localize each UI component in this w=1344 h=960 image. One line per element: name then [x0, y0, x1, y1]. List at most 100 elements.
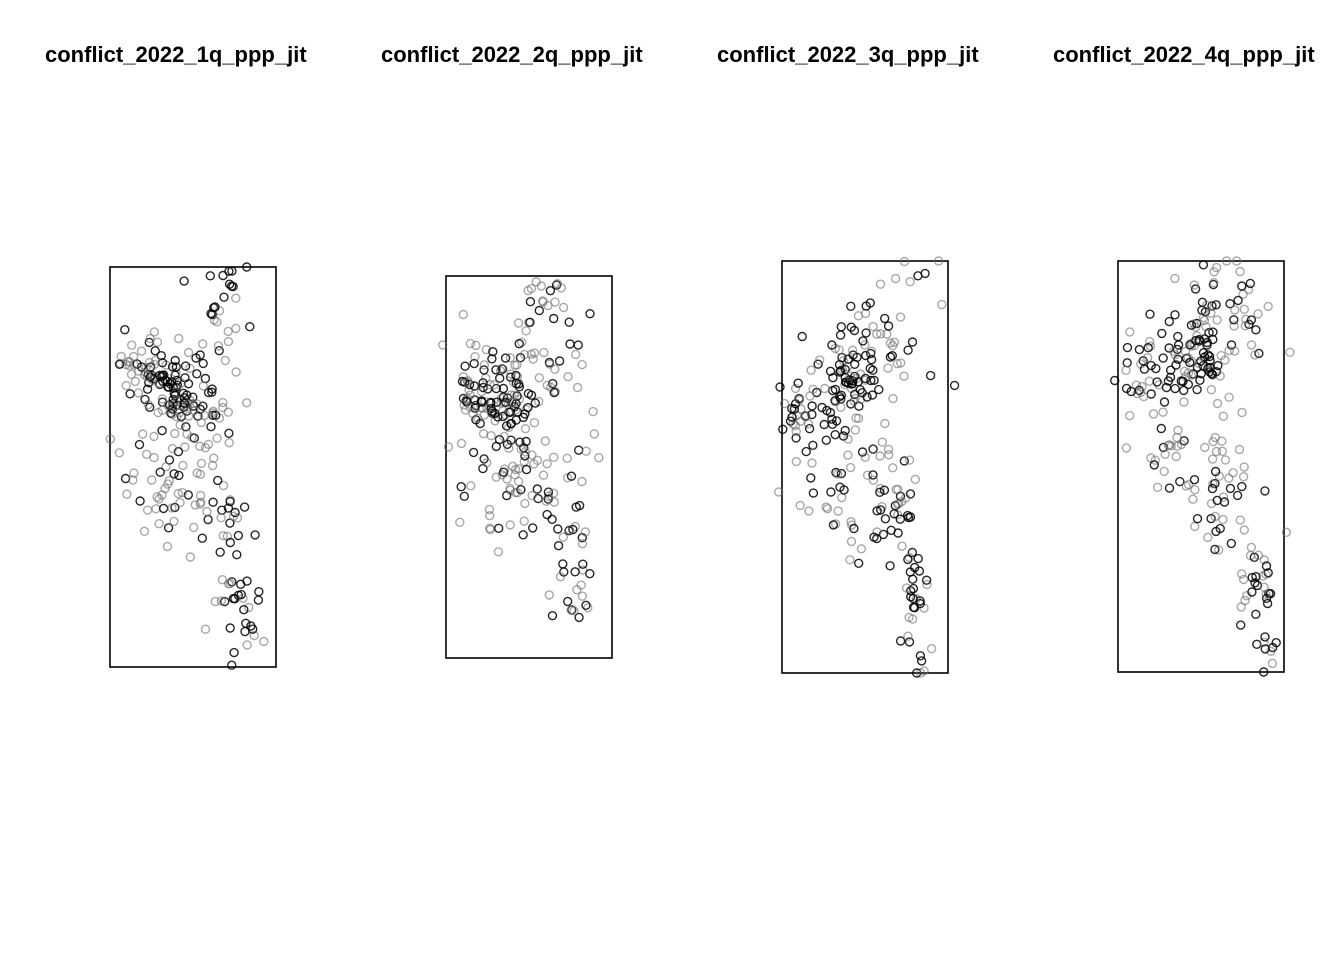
event-point — [235, 579, 246, 589]
event-point — [1209, 267, 1219, 277]
event-point — [922, 579, 932, 590]
event-point — [1173, 425, 1183, 435]
event-point — [558, 559, 568, 569]
event-point — [1171, 360, 1181, 370]
event-point — [919, 666, 929, 676]
event-point — [514, 339, 524, 349]
event-point — [820, 383, 830, 394]
event-point — [141, 449, 152, 459]
event-point — [505, 372, 516, 382]
event-point — [856, 544, 867, 554]
event-point — [1260, 644, 1270, 654]
event-point — [577, 359, 587, 370]
event-point — [884, 450, 894, 460]
event-point — [565, 339, 575, 349]
event-point — [183, 347, 194, 358]
event-point — [594, 453, 604, 463]
event-point — [526, 283, 537, 294]
event-point — [879, 485, 890, 495]
event-point — [486, 431, 496, 441]
event-point — [151, 504, 161, 514]
event-point — [1201, 300, 1212, 310]
event-point — [1176, 376, 1187, 386]
event-point — [1188, 494, 1198, 504]
event-point — [218, 402, 228, 413]
event-point — [458, 309, 468, 320]
event-point — [1165, 365, 1176, 375]
event-point — [895, 636, 906, 646]
event-point — [1225, 483, 1236, 494]
event-point — [1168, 346, 1179, 356]
event-point — [178, 460, 188, 471]
event-point — [173, 333, 184, 344]
event-point — [845, 371, 855, 381]
event-point — [179, 398, 190, 409]
event-point — [775, 382, 785, 392]
event-point — [489, 380, 499, 390]
event-point — [200, 624, 211, 634]
event-point — [902, 510, 913, 521]
event-point — [1219, 497, 1230, 507]
event-point — [1136, 387, 1146, 397]
event-point — [1254, 348, 1264, 359]
event-point — [915, 596, 925, 606]
event-point — [550, 297, 560, 307]
event-point — [1208, 479, 1218, 489]
event-point — [167, 503, 177, 513]
event-point — [845, 462, 856, 473]
event-point — [910, 474, 920, 484]
event-point — [1198, 312, 1209, 323]
event-point — [837, 492, 847, 503]
event-point — [1151, 363, 1161, 374]
event-point — [239, 502, 250, 512]
event-point — [175, 420, 185, 430]
event-point — [1189, 280, 1200, 290]
event-point — [501, 421, 512, 431]
event-point — [514, 382, 525, 392]
event-point — [869, 375, 879, 385]
event-point — [1148, 409, 1159, 419]
event-point — [174, 470, 184, 481]
event-point — [843, 450, 853, 460]
event-point — [804, 424, 815, 434]
event-point — [157, 394, 168, 404]
event-point — [171, 362, 182, 372]
event-point — [1224, 345, 1234, 356]
event-point — [547, 514, 557, 524]
event-point — [521, 464, 532, 475]
event-point — [804, 506, 814, 516]
event-point — [157, 405, 168, 415]
event-point — [139, 526, 150, 536]
event-point — [1246, 315, 1257, 325]
event-point — [865, 363, 875, 374]
event-point — [231, 323, 241, 334]
event-point — [224, 428, 234, 438]
event-point — [1152, 482, 1163, 492]
event-point — [509, 390, 520, 400]
event-point — [207, 384, 217, 394]
event-point — [899, 456, 909, 466]
event-point — [229, 647, 239, 658]
event-point — [1161, 382, 1172, 393]
event-point — [212, 433, 222, 443]
event-point — [925, 370, 936, 381]
event-point — [1175, 476, 1185, 487]
event-point — [547, 611, 558, 621]
panel-title-1q: conflict_2022_1q_ppp_jit — [45, 42, 307, 67]
event-point — [1239, 304, 1250, 314]
event-point — [878, 529, 889, 540]
event-point — [479, 365, 489, 375]
event-point — [128, 475, 138, 485]
event-point — [828, 373, 838, 383]
event-point — [848, 350, 858, 360]
event-point — [1183, 479, 1194, 490]
event-point — [790, 383, 801, 394]
event-point — [913, 553, 923, 564]
event-point — [506, 390, 516, 400]
event-point — [460, 405, 471, 415]
event-point — [225, 537, 236, 548]
event-point — [1196, 356, 1206, 366]
event-point — [1150, 455, 1161, 465]
event-point — [126, 340, 137, 350]
event-point — [114, 359, 125, 369]
